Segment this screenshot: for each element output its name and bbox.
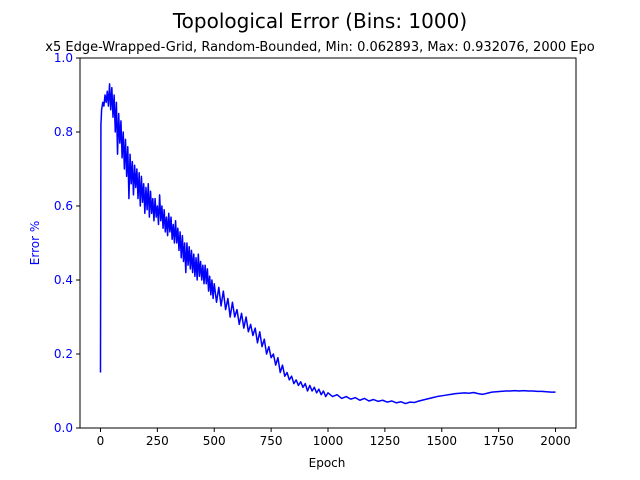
series-line-0	[99, 83, 556, 405]
y-tick-label: 0.0	[54, 421, 73, 435]
y-axis: 0.0 0.2 0.4 0.6 0.8 1.0	[54, 51, 80, 435]
x-tick-label: 750	[260, 434, 283, 448]
x-tick-label: 250	[146, 434, 169, 448]
x-axis: 0 250 500 750 1000 1250 1500 1750 2000	[97, 428, 571, 448]
plot-area	[99, 83, 556, 405]
x-tick-label: 1000	[313, 434, 344, 448]
y-tick-label: 0.4	[54, 273, 73, 287]
chart-subtitle: x5 Edge-Wrapped-Grid, Random-Bounded, Mi…	[45, 40, 594, 55]
x-tick-label: 1500	[426, 434, 457, 448]
chart-title: Topological Error (Bins: 1000)	[172, 9, 467, 33]
x-tick-label: 0	[97, 434, 105, 448]
x-tick-label: 500	[203, 434, 226, 448]
y-tick-label: 0.8	[54, 125, 73, 139]
x-tick-label: 1750	[483, 434, 514, 448]
x-tick-label: 2000	[540, 434, 571, 448]
y-tick-label: 0.6	[54, 199, 73, 213]
y-tick-label: 0.2	[54, 347, 73, 361]
x-axis-label: Epoch	[309, 456, 346, 470]
x-tick-label: 1250	[370, 434, 401, 448]
axes-frame	[79, 57, 577, 429]
y-axis-label: Error %	[28, 221, 42, 265]
y-tick-label: 1.0	[54, 51, 73, 65]
